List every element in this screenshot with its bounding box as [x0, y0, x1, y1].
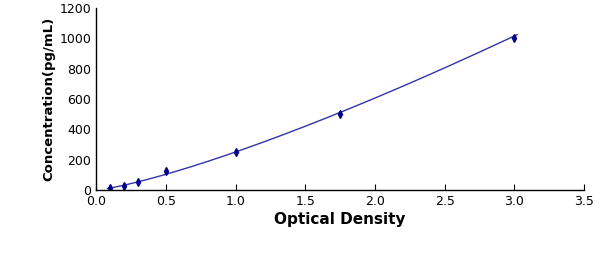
- X-axis label: Optical Density: Optical Density: [275, 212, 406, 227]
- Y-axis label: Concentration(pg/mL): Concentration(pg/mL): [42, 17, 55, 181]
